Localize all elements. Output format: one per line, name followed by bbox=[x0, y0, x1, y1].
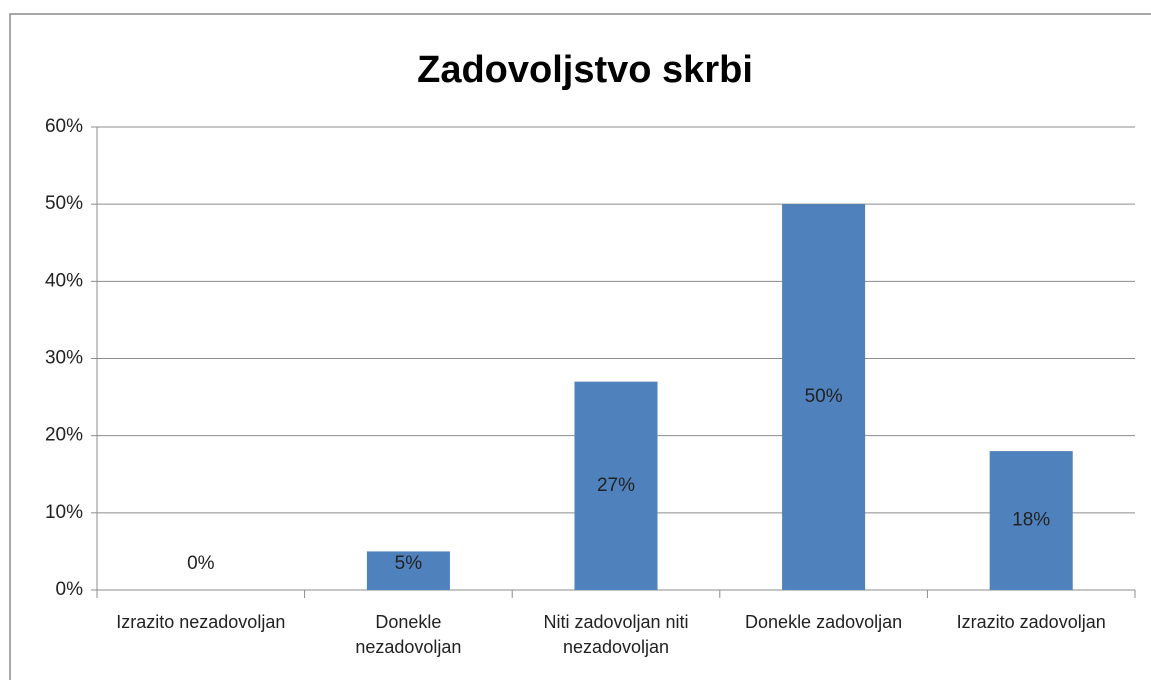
data-label: 5% bbox=[395, 553, 423, 574]
data-label: 18% bbox=[1012, 510, 1050, 531]
y-tick-label: 60% bbox=[45, 116, 83, 137]
x-tick-label: Izrazito zadovoljan bbox=[956, 612, 1106, 632]
bar bbox=[782, 204, 866, 590]
bar bbox=[989, 451, 1073, 590]
y-tick-label: 20% bbox=[45, 425, 83, 446]
data-label: 27% bbox=[597, 475, 635, 496]
bar bbox=[574, 381, 658, 590]
x-tick-label: Izrazito nezadovoljan bbox=[116, 612, 286, 632]
y-tick-label: 40% bbox=[45, 270, 83, 291]
bar bbox=[366, 551, 450, 590]
y-tick-label: 0% bbox=[56, 579, 84, 600]
x-tick-label: Donekle nezadovoljan bbox=[355, 612, 462, 657]
data-label: 50% bbox=[805, 386, 843, 407]
x-tick-label: Niti zadovoljan niti nezadovoljan bbox=[543, 612, 689, 657]
x-tick-label: Donekle zadovoljan bbox=[745, 612, 903, 632]
y-tick-label: 10% bbox=[45, 502, 83, 523]
data-label: 0% bbox=[187, 553, 215, 574]
y-tick-label: 30% bbox=[45, 348, 83, 369]
chart-title: Zadovoljstvo skrbi bbox=[417, 49, 753, 91]
y-tick-label: 50% bbox=[45, 193, 83, 214]
